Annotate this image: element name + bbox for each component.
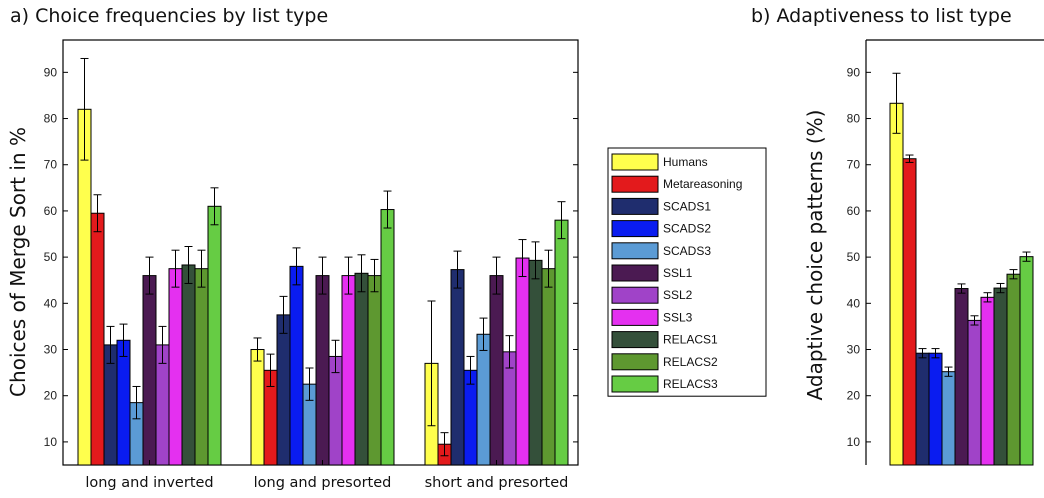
chart-a-bar bbox=[194, 268, 209, 466]
chart-a-bar bbox=[554, 219, 569, 466]
chart-b-bar bbox=[928, 352, 943, 466]
chart-b-y-tick-label: 90 bbox=[847, 65, 861, 79]
chart-a-bar bbox=[476, 333, 491, 466]
legend-swatch bbox=[611, 264, 659, 282]
chart-b-title: b) Adaptiveness to list type bbox=[751, 5, 1012, 27]
chart-a-category-label: long and presorted bbox=[254, 475, 392, 491]
legend-label: RELACS2 bbox=[663, 355, 718, 369]
legend-label: SSL3 bbox=[663, 310, 693, 324]
legend-swatch bbox=[611, 286, 659, 304]
chart-a-y-tick-label: 20 bbox=[44, 389, 58, 403]
chart-a-bar bbox=[502, 351, 517, 466]
chart-b-bar bbox=[941, 371, 956, 466]
legend-label: SSL1 bbox=[663, 266, 693, 280]
legend-label: RELACS1 bbox=[663, 333, 718, 347]
chart-a-bar bbox=[77, 108, 92, 466]
chart-b-ylabel: Adaptive choice patterns (%) bbox=[803, 110, 827, 401]
chart-a-bar bbox=[315, 275, 330, 466]
legend-swatch bbox=[611, 242, 659, 260]
chart-a-bar bbox=[354, 272, 369, 466]
chart-a-y-tick-label: 90 bbox=[44, 65, 58, 79]
chart-a-bar bbox=[489, 275, 504, 466]
legend-label: Metareasoning bbox=[663, 177, 742, 191]
chart-a-bar bbox=[367, 275, 382, 466]
chart-b-bar bbox=[902, 158, 917, 466]
chart-a-bar bbox=[116, 339, 131, 466]
legend-swatch bbox=[611, 353, 659, 371]
chart-b-y-tick-label: 60 bbox=[847, 204, 861, 218]
chart-a-category-label: short and presorted bbox=[425, 475, 569, 491]
chart-a-y-tick-label: 30 bbox=[44, 343, 58, 357]
legend-label: SCADS3 bbox=[663, 244, 711, 258]
chart-a-bar bbox=[90, 212, 105, 466]
legend-swatch bbox=[611, 331, 659, 349]
chart-a-bar bbox=[289, 265, 304, 466]
chart-a-bar bbox=[168, 268, 183, 466]
chart-a-bar bbox=[276, 314, 291, 466]
chart-b-bar bbox=[1006, 273, 1021, 466]
chart-a-y-tick-label: 10 bbox=[44, 435, 58, 449]
legend-swatch bbox=[611, 175, 659, 193]
legend-swatch bbox=[611, 197, 659, 215]
chart-b-bar bbox=[980, 296, 995, 466]
chart-a-bar bbox=[541, 268, 556, 466]
chart-a-bar bbox=[450, 269, 465, 466]
chart-b-bar bbox=[889, 102, 904, 466]
chart-a-bar bbox=[528, 259, 543, 466]
legend-swatch bbox=[611, 153, 659, 171]
chart-a-y-tick-label: 80 bbox=[44, 112, 58, 126]
legend-label: SSL2 bbox=[663, 288, 693, 302]
chart-a-title: a) Choice frequencies by list type bbox=[10, 5, 328, 27]
legend-swatch bbox=[611, 375, 659, 393]
chart-b-y-tick-label: 30 bbox=[847, 343, 861, 357]
chart-a-y-tick-label: 70 bbox=[44, 158, 58, 172]
legend-label: RELACS3 bbox=[663, 377, 718, 391]
chart-b-y-tick-label: 80 bbox=[847, 112, 861, 126]
chart-b-bar bbox=[954, 288, 969, 466]
chart-b-bar bbox=[915, 352, 930, 466]
chart-a-bar bbox=[341, 275, 356, 466]
chart-a-bar bbox=[181, 264, 196, 466]
chart-a-bar bbox=[380, 209, 395, 466]
chart-b-bar bbox=[967, 319, 982, 466]
legend-label: SCADS2 bbox=[663, 222, 711, 236]
chart-b-y-tick-label: 20 bbox=[847, 389, 861, 403]
chart-b-y-tick-label: 50 bbox=[847, 250, 861, 264]
chart-b-y-tick-label: 10 bbox=[847, 435, 861, 449]
chart-a-category-label: long and inverted bbox=[85, 475, 213, 491]
chart-a-bar bbox=[250, 349, 265, 466]
chart-a-y-tick-label: 50 bbox=[44, 250, 58, 264]
chart-b-y-tick-label: 70 bbox=[847, 158, 861, 172]
chart-b-bar bbox=[1019, 256, 1034, 466]
chart-b-y-tick-label: 40 bbox=[847, 296, 861, 310]
chart-a-y-tick-label: 40 bbox=[44, 296, 58, 310]
chart-a-ylabel: Choices of Merge Sort in % bbox=[6, 127, 30, 397]
chart-a-bar bbox=[142, 275, 157, 466]
chart-a-y-tick-label: 60 bbox=[44, 204, 58, 218]
chart-a-bar bbox=[207, 205, 222, 466]
legend-label: SCADS1 bbox=[663, 199, 711, 213]
chart-b-bar bbox=[993, 287, 1008, 466]
chart-a-bar bbox=[515, 257, 530, 466]
legend-swatch bbox=[611, 220, 659, 238]
legend-swatch bbox=[611, 308, 659, 326]
legend-label: Humans bbox=[663, 155, 708, 169]
